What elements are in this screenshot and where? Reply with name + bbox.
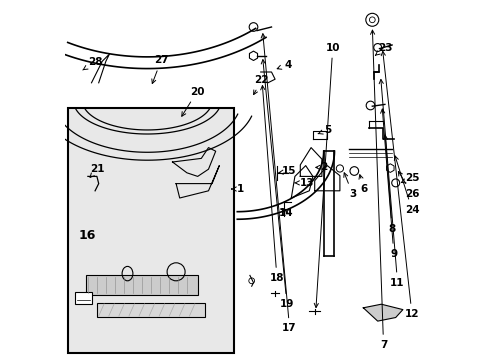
- Text: 6: 6: [358, 175, 367, 194]
- FancyBboxPatch shape: [68, 108, 233, 353]
- Text: 8: 8: [383, 135, 395, 234]
- Text: 7: 7: [370, 30, 386, 350]
- Text: 27: 27: [151, 55, 168, 84]
- Text: 18: 18: [260, 86, 284, 283]
- FancyBboxPatch shape: [97, 303, 204, 317]
- Text: 13: 13: [294, 178, 314, 188]
- Text: 19: 19: [261, 60, 294, 309]
- Text: 23: 23: [375, 42, 391, 55]
- Text: 16: 16: [78, 229, 95, 242]
- Text: 17: 17: [261, 34, 296, 333]
- Text: 21: 21: [90, 164, 105, 177]
- Text: 22: 22: [253, 75, 268, 95]
- Text: 14: 14: [278, 208, 293, 218]
- FancyBboxPatch shape: [86, 275, 197, 295]
- Text: 15: 15: [278, 166, 296, 176]
- Text: 9: 9: [380, 109, 397, 259]
- Text: 20: 20: [182, 87, 204, 116]
- Text: 28: 28: [82, 57, 102, 70]
- Text: 4: 4: [277, 60, 291, 70]
- Text: 24: 24: [393, 156, 419, 215]
- Text: 3: 3: [343, 173, 355, 199]
- FancyBboxPatch shape: [75, 292, 91, 304]
- Polygon shape: [363, 304, 402, 321]
- Text: 25: 25: [401, 173, 418, 183]
- Text: 11: 11: [378, 80, 404, 288]
- Text: 12: 12: [381, 51, 418, 319]
- Text: 1: 1: [231, 184, 244, 194]
- Text: 26: 26: [398, 171, 418, 199]
- Text: 5: 5: [318, 125, 330, 135]
- Text: 10: 10: [314, 42, 339, 307]
- Text: 2: 2: [315, 162, 326, 172]
